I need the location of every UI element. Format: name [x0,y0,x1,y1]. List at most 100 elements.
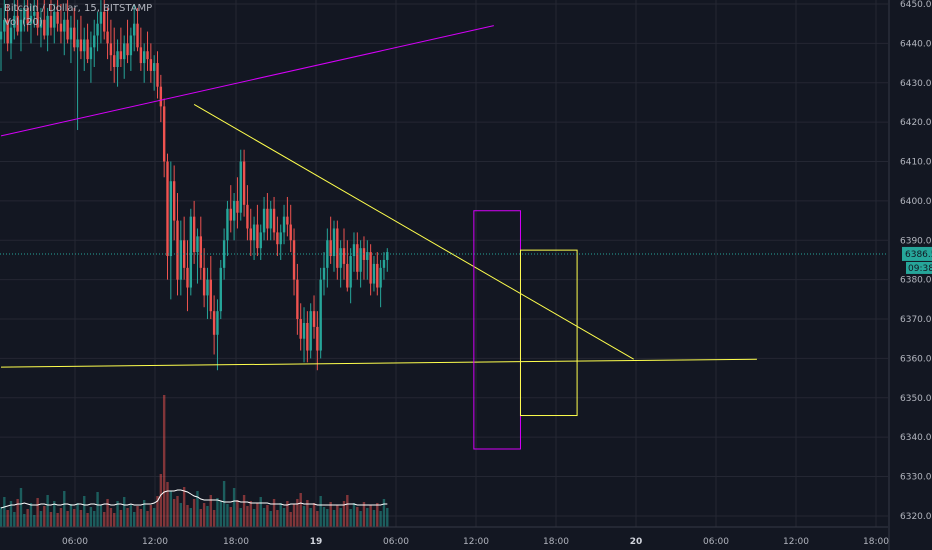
candle-body [209,279,212,312]
volume-bar [26,509,29,527]
candle-body [299,319,302,339]
candle-body [286,216,289,225]
candle-body [66,19,69,40]
volume-bar [212,510,216,527]
volume-bar [9,501,13,527]
price-tick-label: 6420.00 [900,118,932,128]
volume-bar [169,491,173,527]
volume-bar [23,514,26,527]
volume-bar [382,499,386,527]
candle-body [109,43,113,56]
candle-body [199,236,202,268]
volume-bar [222,481,226,527]
volume-bar [286,501,289,527]
candle-body [146,51,149,60]
price-tick-label: 6350.00 [900,394,932,404]
candle-body [349,256,352,288]
candle-body [359,248,362,272]
candle-body [69,27,73,40]
candle-body [339,248,342,268]
candle-body [292,240,296,280]
candlesticks [0,0,389,371]
volume-bar [103,512,106,527]
candle-body [192,216,196,253]
candle-body [336,228,339,268]
chart-drawings[interactable] [0,25,757,450]
candle-body [182,240,186,268]
candle-body [96,23,99,36]
candle-body [262,208,266,233]
volume-bar [56,513,59,527]
volume-bar [13,512,16,527]
candle-body [266,208,269,229]
volume-bar [242,495,246,527]
volume-bar [149,505,153,527]
candle-body [36,11,39,28]
candle-body [202,267,206,296]
candle-body [106,31,109,44]
volume-bar [79,510,83,527]
volume-bar [379,511,382,527]
price-badges: 6386.53 09:38 [902,246,932,274]
candle-body [332,228,336,257]
volume-bar [142,500,146,527]
volume-bar [59,508,63,527]
price-tick-label: 6440.00 [900,39,932,49]
candle-body [56,11,59,24]
symbol-title[interactable]: Bitcoin / Dollar, 15, BITSTAMP [4,3,153,14]
candle-body [312,311,316,327]
time-tick-label: 12:00 [463,537,489,547]
candle-body [246,204,249,229]
candle-body [149,59,153,71]
candle-body [196,236,199,253]
volume-bar [93,511,96,527]
candle-body [43,19,46,36]
volume-bar [366,508,369,527]
candle-body [309,311,312,351]
price-tick-label: 6450.00 [900,0,932,10]
volume-bar [182,487,186,527]
volume-bar [226,504,229,527]
candle-body [269,208,272,229]
volume-bar [133,512,136,527]
time-tick-label: 19 [310,537,323,547]
volume-bar [179,503,183,527]
candle-body [3,19,6,32]
candle-body [19,19,23,32]
time-tick-label: 18:00 [543,537,569,547]
volume-bar [276,510,279,527]
volume-bar [29,503,33,527]
time-tick-label: 06:00 [62,537,88,547]
volume-bar [99,505,103,527]
volume-bar [336,505,339,527]
volume-bar [372,510,376,527]
candle-body [216,311,219,335]
candle-body [53,11,56,28]
candle-body [126,43,129,56]
volume-bar [6,510,9,527]
volume-bar [86,513,89,527]
candle-body [342,248,346,264]
time-axis[interactable]: 06:00 12:00 18:00 19 06:00 12:00 18:00 20 06:00 1… [0,526,889,547]
volume-bar [309,508,312,527]
volume-bar [63,491,66,527]
volume-bar [126,508,129,527]
volume-bar [386,508,389,527]
volume-bar [342,501,346,527]
volume-bar [49,512,53,527]
current-price-badge [902,246,932,261]
candle-body [79,39,83,52]
time-tick-label: 18:00 [223,537,249,547]
volume-bar [162,395,166,527]
volume-bar [356,507,359,527]
price-axis[interactable]: 6450.00 6440.00 6430.00 6420.00 6410.00 6400.… [888,0,932,550]
countdown-label: 09:38 [908,264,932,274]
candle-body [169,181,173,257]
candle-body [123,43,126,60]
price-tick-label: 6390.00 [900,236,932,246]
candle-body [189,216,193,288]
volume-bar [279,503,282,527]
volume-indicator-label[interactable]: Vol (20) [4,17,43,28]
volume-bar [3,497,6,527]
